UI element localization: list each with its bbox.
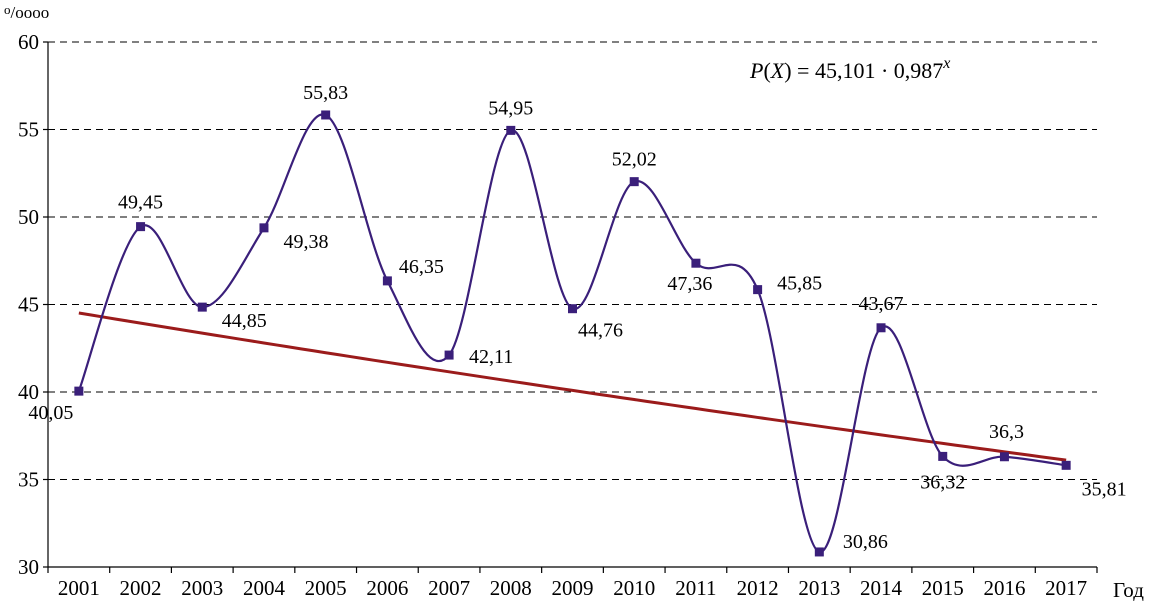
x-axis-label: Год <box>1113 578 1144 602</box>
y-tick-label: 60 <box>18 30 39 54</box>
data-point-2017 <box>1061 460 1071 470</box>
data-label-2007: 42,11 <box>469 346 513 368</box>
data-point-2010 <box>629 177 639 187</box>
data-point-2008 <box>506 125 516 135</box>
data-labels: 40,05 49,45 44,85 49,38 55,83 46,35 42,11 54,95… <box>28 82 1126 553</box>
data-label-2013: 30,86 <box>843 531 888 553</box>
data-point-2013 <box>814 547 824 557</box>
series-line <box>77 113 1067 554</box>
x-tick-label: 2008 <box>490 576 532 600</box>
data-label-2003: 44,85 <box>222 310 267 332</box>
x-tick-label: 2005 <box>305 576 347 600</box>
x-tick-label: 2009 <box>552 576 594 600</box>
data-label-2008: 54,95 <box>488 97 533 119</box>
data-label-2010: 52,02 <box>612 149 657 171</box>
trend-formula-x: X <box>770 58 786 83</box>
x-tick-label: 2014 <box>860 576 903 600</box>
x-tick-label: 2006 <box>366 576 408 600</box>
y-tick-label: 50 <box>18 205 39 229</box>
trend-line <box>78 311 1067 462</box>
trend-formula-p: P <box>749 58 763 83</box>
x-tick-label: 2011 <box>675 576 716 600</box>
data-point-2012 <box>753 285 763 295</box>
y-tick-labels: 30 35 40 45 50 55 60 <box>18 30 39 579</box>
y-axis-unit-sup: o <box>4 2 11 17</box>
data-point-2014 <box>876 323 886 333</box>
data-point-2011 <box>691 258 701 268</box>
y-axis-unit: o/oooo <box>4 2 49 22</box>
x-tick-label: 2007 <box>428 576 470 600</box>
x-tick-label: 2003 <box>181 576 223 600</box>
x-tick-label: 2002 <box>120 576 162 600</box>
data-point-2002 <box>136 222 146 232</box>
data-point-2015 <box>938 451 948 461</box>
trend-formula-open: ( <box>763 58 770 83</box>
data-point-2005 <box>321 110 331 120</box>
x-tick-label: 2004 <box>243 576 286 600</box>
data-label-2016: 36,3 <box>989 421 1024 443</box>
x-tick-label: 2015 <box>922 576 964 600</box>
x-tick-label: 2010 <box>613 576 655 600</box>
data-label-2006: 46,35 <box>399 256 444 278</box>
grid-lines <box>48 41 1097 480</box>
y-tick-label: 30 <box>18 555 39 579</box>
y-tick-label: 55 <box>18 118 39 142</box>
data-point-2004 <box>259 223 269 233</box>
data-label-2005: 55,83 <box>303 82 348 104</box>
data-label-2011: 47,36 <box>667 273 712 295</box>
trend-formula: P(X) = 45,101 · 0,987x <box>749 55 950 83</box>
data-label-2001: 40,05 <box>28 402 73 424</box>
data-label-2015: 36,32 <box>920 471 965 493</box>
x-tick-label: 2017 <box>1045 576 1087 600</box>
data-point-2009 <box>568 304 577 314</box>
x-tick-label: 2012 <box>737 576 779 600</box>
x-tick-label: 2016 <box>983 576 1025 600</box>
x-tick-label: 2001 <box>58 576 100 600</box>
data-label-2004: 49,38 <box>283 231 328 253</box>
x-tick-labels: 2001 2002 2003 2004 2005 2006 2007 2008 2009 2010… <box>58 576 1087 600</box>
data-label-2017: 35,81 <box>1082 478 1127 500</box>
axes <box>43 41 1098 573</box>
data-label-2012: 45,85 <box>777 273 822 295</box>
data-label-2009: 44,76 <box>578 320 623 342</box>
trend-formula-exp: x <box>942 55 950 72</box>
data-point-2003 <box>197 302 207 312</box>
y-tick-label: 40 <box>18 380 39 404</box>
data-point-2001 <box>74 386 84 396</box>
data-label-2014: 43,67 <box>859 293 904 315</box>
y-axis-unit-rest: /oooo <box>11 3 50 22</box>
y-tick-label: 45 <box>18 293 39 317</box>
y-tick-label: 35 <box>18 468 39 492</box>
x-tick-label: 2013 <box>798 576 840 600</box>
data-label-2002: 49,45 <box>118 192 163 214</box>
data-markers <box>74 110 1071 557</box>
data-point-2006 <box>382 276 392 286</box>
data-point-2007 <box>444 350 454 360</box>
trend-formula-rest: ) = 45,101 · 0,987 <box>784 58 943 83</box>
data-point-2016 <box>999 452 1009 462</box>
